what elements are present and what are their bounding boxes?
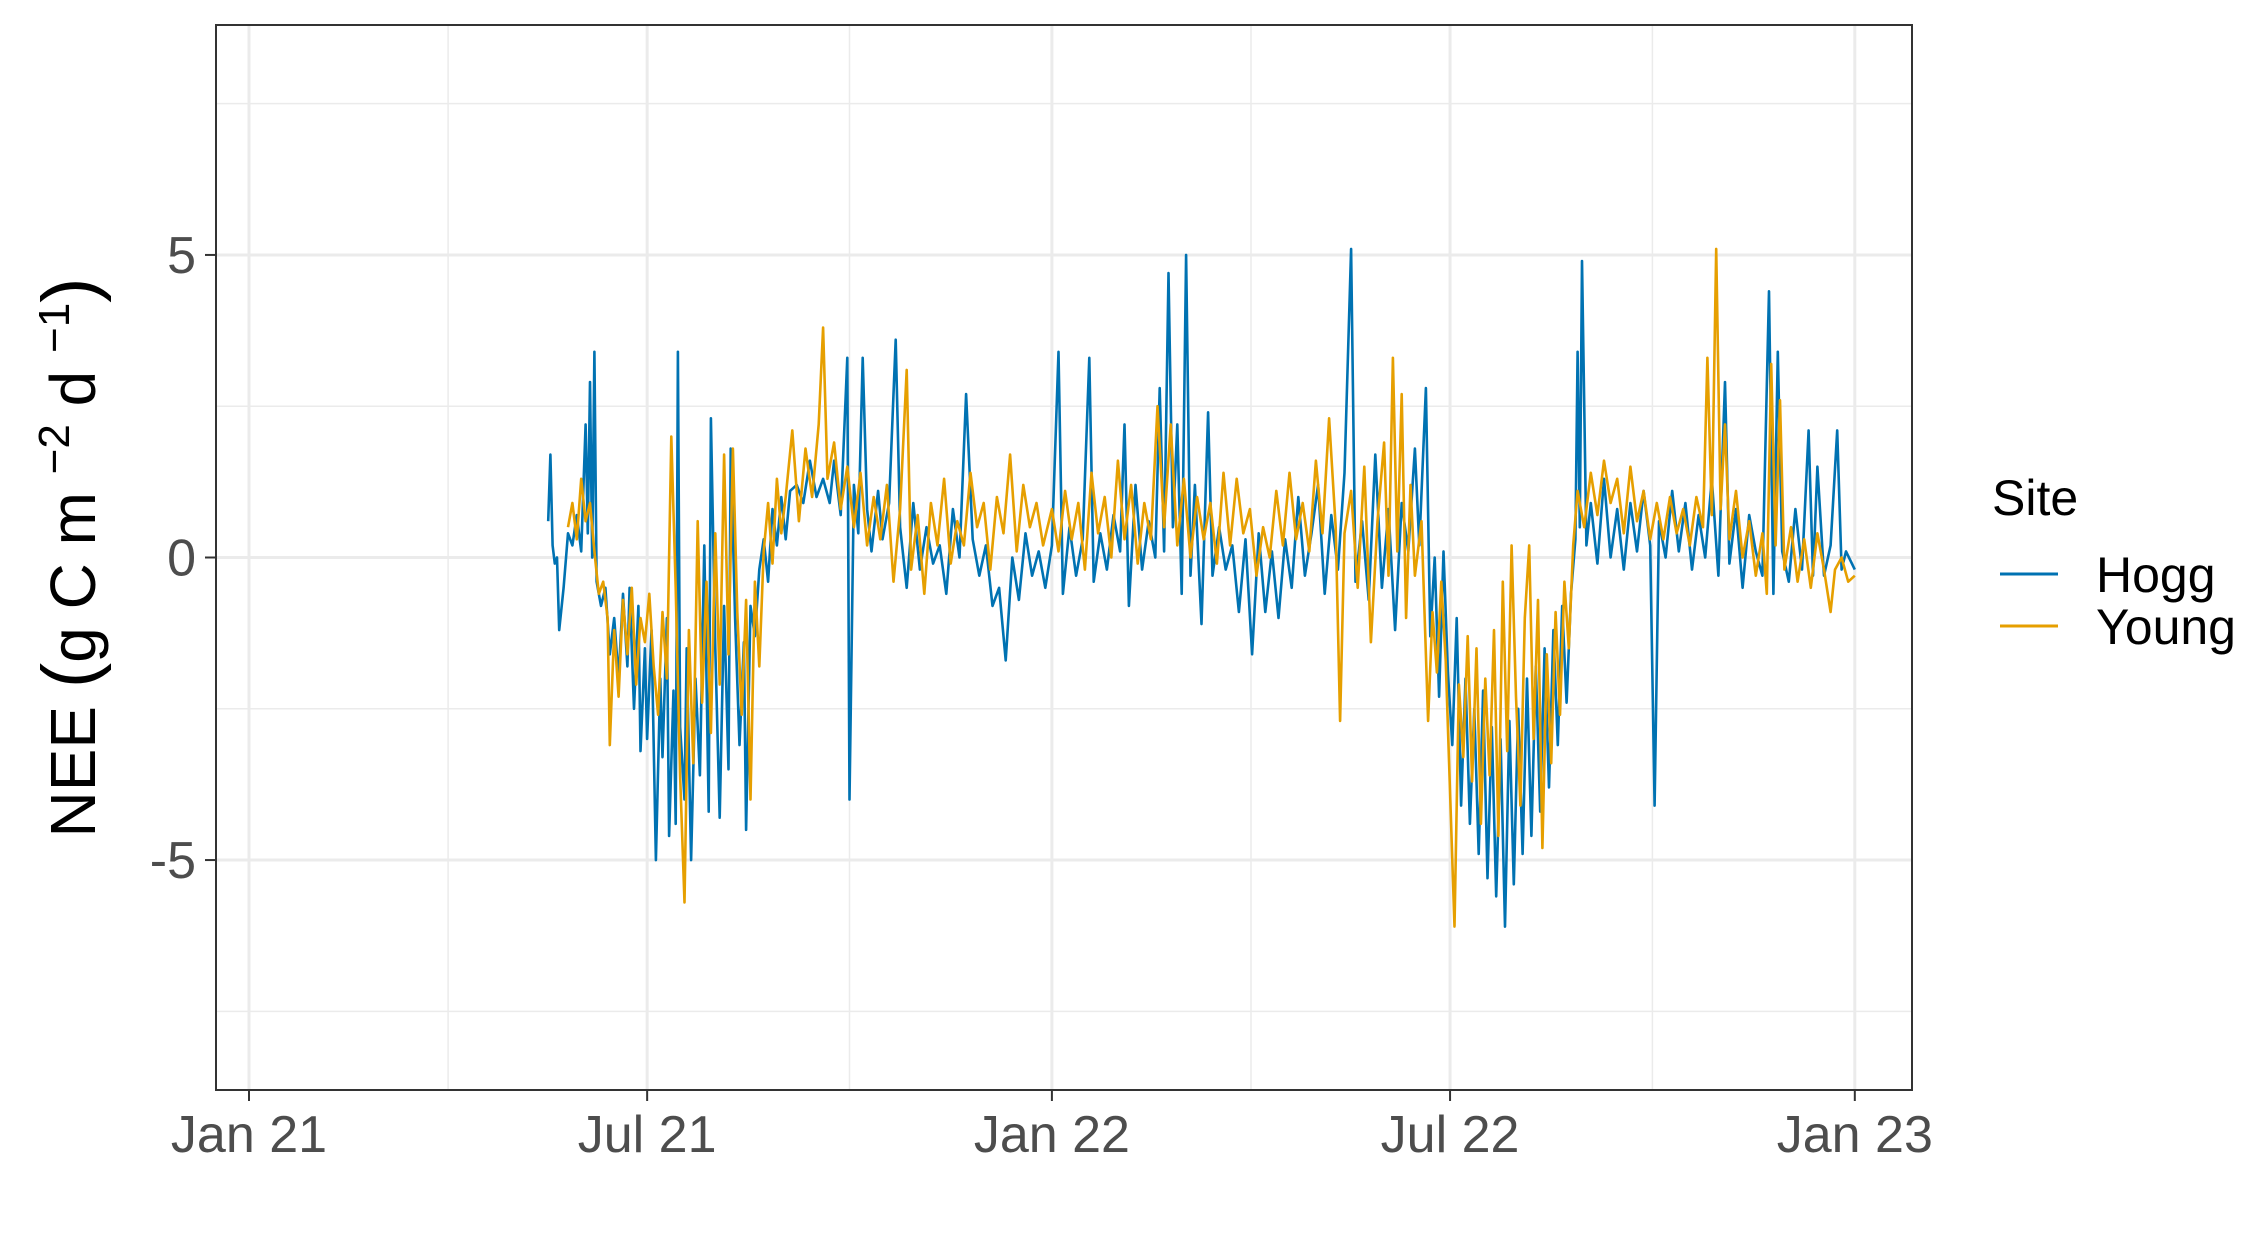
y-axis-title-part: ) [27, 278, 112, 303]
x-tick-label: Jan 22 [974, 1106, 1130, 1164]
y-axis-title-superscript: −2 [30, 424, 79, 474]
x-tick-label: Jul 21 [578, 1106, 717, 1164]
y-axis-title: NEE (g C m −2 d −1) [27, 278, 112, 838]
legend-title: Site [1992, 470, 2078, 526]
y-axis-title-part: C [37, 545, 109, 609]
grid-lines [216, 25, 1912, 1090]
y-axis-title-part: d [37, 353, 109, 424]
x-tick-label: Jan 21 [171, 1106, 327, 1164]
y-tick-label: -5 [150, 832, 196, 890]
y-axis-title-part: ( [27, 663, 112, 688]
axes: Jan 21 Jul 21 Jan 22 Jul 22 Jan 23 -5 0 5 [150, 227, 1933, 1164]
y-axis-title-text: NEE (g C m −2 d −1) [27, 278, 112, 838]
y-axis-title-part: g [37, 609, 109, 662]
y-axis-title-part: NEE [37, 688, 109, 837]
y-tick-label: 0 [167, 530, 196, 588]
y-tick-label: 5 [167, 227, 196, 285]
series-line-hogg [546, 247, 1856, 928]
x-tick-label: Jul 22 [1381, 1106, 1520, 1164]
series-lines [546, 247, 1856, 928]
y-axis-title-part: m [37, 474, 109, 545]
legend-label-young: Young [2096, 599, 2236, 655]
legend-label-hogg: Hogg [2096, 547, 2216, 603]
y-axis-title-superscript: −1 [30, 303, 79, 353]
x-tick-label: Jan 23 [1777, 1106, 1933, 1164]
series-line-young [566, 247, 1856, 928]
